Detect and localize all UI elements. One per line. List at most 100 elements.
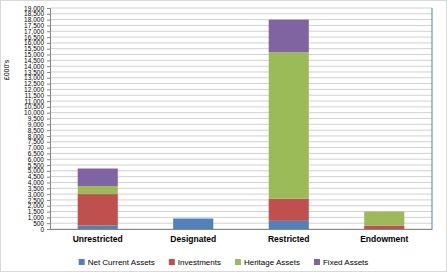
y-tick-mark xyxy=(47,206,50,207)
bar xyxy=(173,218,213,219)
grid-line xyxy=(50,130,432,131)
legend-label: Net Current Assets xyxy=(88,258,155,267)
bar xyxy=(269,221,309,229)
grid-line xyxy=(50,77,432,78)
legend-item: Net Current Assets xyxy=(79,258,155,267)
y-tick-mark xyxy=(47,229,50,230)
y-tick-mark xyxy=(47,55,50,56)
y-tick-mark xyxy=(47,101,50,102)
grid-line xyxy=(50,124,432,125)
y-tick-mark xyxy=(47,25,50,26)
y-tick-mark xyxy=(47,107,50,108)
y-tick-mark xyxy=(47,8,50,9)
y-tick-mark xyxy=(47,136,50,137)
grid-line xyxy=(50,89,432,90)
y-tick-mark xyxy=(47,188,50,189)
bars xyxy=(78,20,405,229)
legend-item: Heritage Assets xyxy=(235,258,300,267)
grid-line xyxy=(50,112,432,113)
series-bars xyxy=(78,20,309,186)
x-tick: Restricted xyxy=(268,229,310,244)
bar xyxy=(269,52,309,199)
series-bars xyxy=(78,194,405,229)
legend-swatch xyxy=(314,259,320,265)
grid-line xyxy=(50,135,432,136)
legend-label: Fixed Assets xyxy=(323,258,368,267)
y-tick-mark xyxy=(47,89,50,90)
bar xyxy=(269,199,309,221)
legend-swatch xyxy=(169,259,175,265)
bar xyxy=(78,226,118,229)
bar xyxy=(173,219,213,229)
y-tick-mark xyxy=(47,200,50,201)
legend-swatch xyxy=(79,259,85,265)
y-tick-mark xyxy=(47,20,50,21)
grid-line xyxy=(50,13,432,14)
y-tick-label: 19,000 xyxy=(24,5,44,12)
legend-swatch xyxy=(235,259,241,265)
y-tick-mark xyxy=(47,182,50,183)
y-tick-mark xyxy=(47,95,50,96)
y-tick-mark xyxy=(47,217,50,218)
grid-line xyxy=(50,37,432,38)
grid-line xyxy=(50,118,432,119)
y-tick-mark xyxy=(47,113,50,114)
grid-line xyxy=(50,42,432,43)
x-axis: Unrestricted Designated Restricted Endowmen… xyxy=(51,229,433,244)
grid-line xyxy=(50,101,432,102)
bar xyxy=(78,169,118,186)
y-tick-mark xyxy=(47,84,50,85)
grid-line xyxy=(50,66,432,67)
grid xyxy=(50,8,432,229)
right-axis-line xyxy=(432,8,433,229)
y-tick-mark xyxy=(47,212,50,213)
y-tick-mark xyxy=(47,148,50,149)
x-tick: Endowment xyxy=(360,229,408,244)
chart: 05001,0001,5002,0002,5003,0003,5004,0004… xyxy=(0,0,447,272)
bar xyxy=(269,20,309,53)
y-tick-mark xyxy=(47,153,50,154)
y-tick-mark xyxy=(47,43,50,44)
y-tick-mark xyxy=(47,159,50,160)
y-tick-mark xyxy=(47,49,50,50)
grid-line xyxy=(50,165,432,166)
x-tick-label: Unrestricted xyxy=(73,234,123,244)
x-tick-label: Designated xyxy=(170,234,216,244)
x-tick: Designated xyxy=(170,229,216,244)
legend-item: Investments xyxy=(169,258,221,267)
bar xyxy=(173,218,213,219)
y-tick-mark xyxy=(47,66,50,67)
grid-line xyxy=(50,19,432,20)
legend: Net Current Assets Investments Heritage As… xyxy=(79,258,369,267)
grid-line xyxy=(50,153,432,154)
y-tick-mark xyxy=(47,165,50,166)
grid-line xyxy=(50,71,432,72)
bar xyxy=(78,186,118,194)
y-tick-mark xyxy=(47,177,50,178)
legend-item: Fixed Assets xyxy=(314,258,368,267)
grid-line xyxy=(50,54,432,55)
bar xyxy=(173,218,213,219)
y-tick: 19,000 xyxy=(24,5,50,12)
grid-line xyxy=(50,141,432,142)
chart-border xyxy=(1,1,447,272)
x-tick: Unrestricted xyxy=(73,229,123,244)
y-tick-mark xyxy=(47,194,50,195)
y-tick-mark xyxy=(47,60,50,61)
y-tick-mark xyxy=(47,119,50,120)
grid-line xyxy=(50,95,432,96)
y-tick-mark xyxy=(47,142,50,143)
y-axis-line xyxy=(47,9,51,230)
x-tick-label: Restricted xyxy=(268,234,310,244)
y-tick-mark xyxy=(47,37,50,38)
x-tick-label: Endowment xyxy=(360,234,408,244)
legend-label: Investments xyxy=(178,258,221,267)
grid-line xyxy=(50,147,432,148)
y-axis: 05001,0001,5002,0002,5003,0003,5004,0004… xyxy=(24,5,50,233)
grid-line xyxy=(50,159,432,160)
y-tick-mark xyxy=(47,171,50,172)
y-tick-mark xyxy=(47,223,50,224)
bar xyxy=(364,211,404,212)
bar xyxy=(364,226,404,229)
y-tick-mark xyxy=(47,130,50,131)
